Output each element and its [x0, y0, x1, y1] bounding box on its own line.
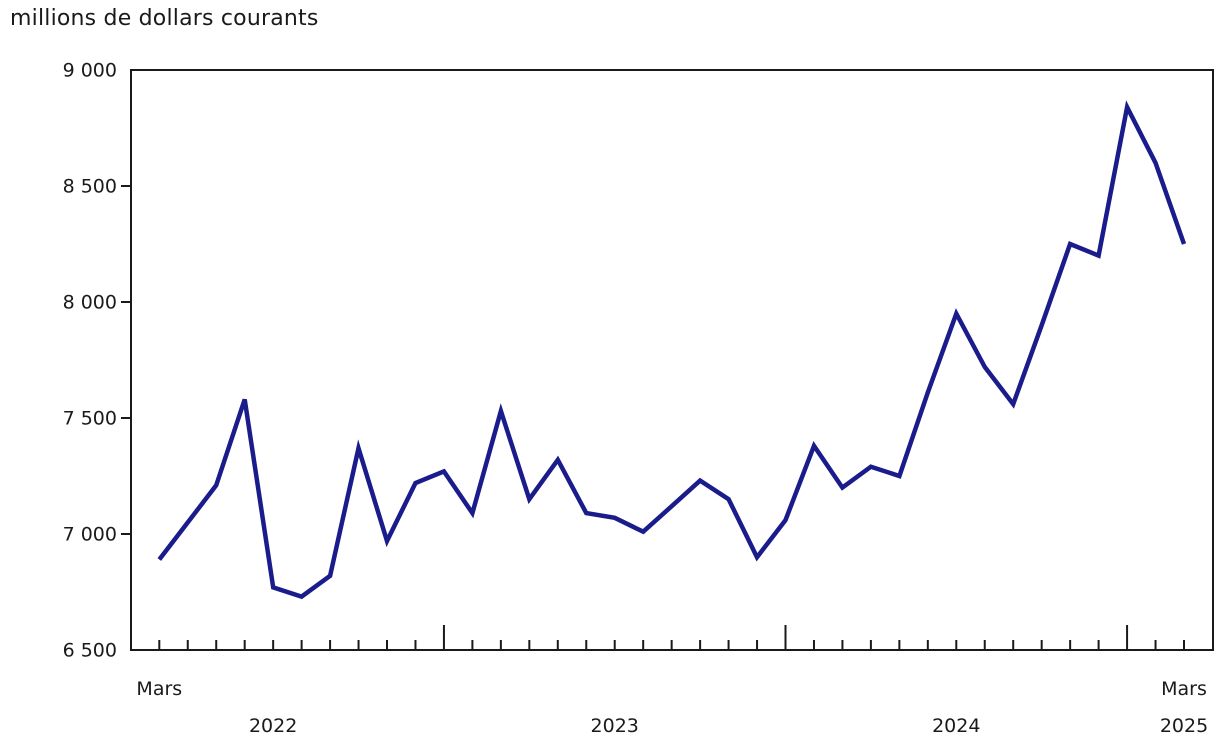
- y-tick-label: 9 000: [63, 60, 117, 82]
- data-series-line: [157, 100, 1187, 600]
- x-year-label: 2024: [932, 715, 980, 737]
- y-tick-label: 8 000: [63, 292, 117, 314]
- y-tick-label: 7 500: [63, 408, 117, 430]
- y-tick-label: 6 500: [63, 640, 117, 662]
- plot-border: [130, 69, 1214, 651]
- y-tick-label: 7 000: [63, 524, 117, 546]
- x-year-label: 2023: [591, 715, 639, 737]
- x-edge-label: Mars: [1161, 678, 1207, 700]
- x-year-label: 2025: [1160, 715, 1208, 737]
- y-tick-label: 8 500: [63, 176, 117, 198]
- x-year-label: 2022: [249, 715, 297, 737]
- chart-title: millions de dollars courants: [10, 6, 319, 31]
- x-edge-label: Mars: [136, 678, 182, 700]
